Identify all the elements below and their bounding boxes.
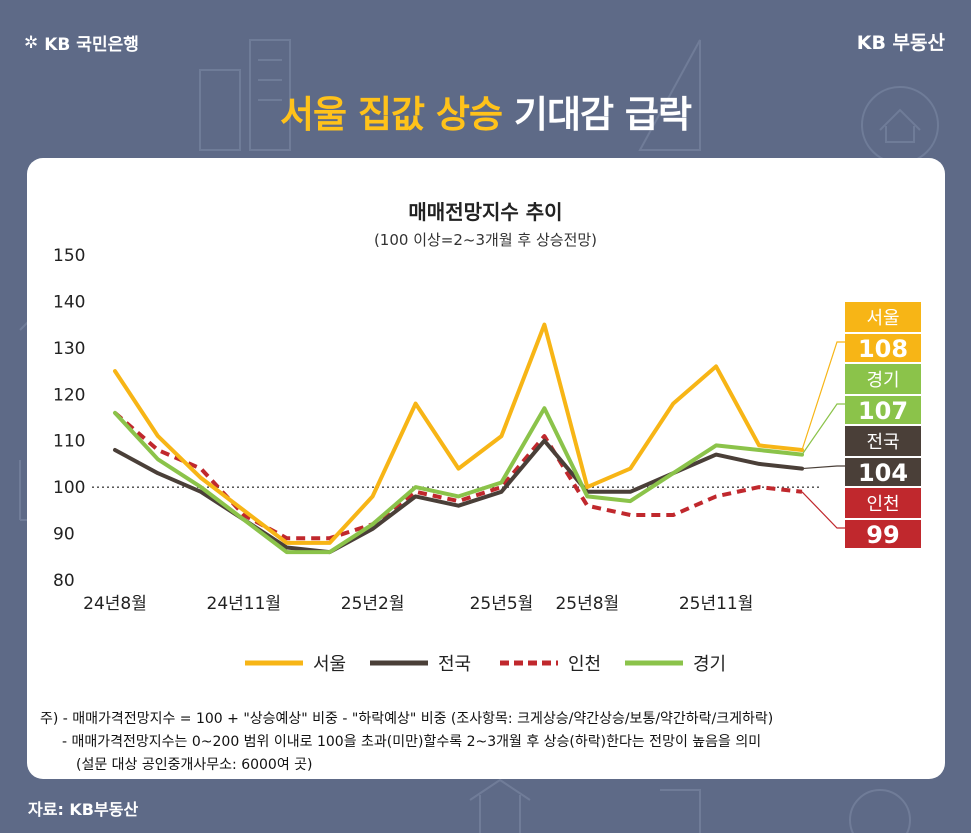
connector-전국 [801,465,845,470]
x-tick-label: 25년11월 [679,594,754,614]
legend-label: 경기 [693,654,726,675]
y-tick-label: 110 [53,432,85,452]
series-line-인천 [113,411,803,541]
y-tick-label: 140 [53,292,85,312]
y-tick-label: 120 [53,385,85,405]
end-box-name-bg-전국 [845,426,921,456]
star-icon: ✲ [24,32,39,53]
kb-realestate-brand: KB 부동산 [856,32,945,54]
end-box-value: 104 [858,459,908,487]
y-tick-label: 150 [53,246,85,266]
end-box-value-bg-경기 [845,396,921,424]
end-box-name-bg-인천 [845,488,921,518]
connector-경기 [801,403,845,455]
legend-label: 서울 [313,654,346,675]
kb-bank-logo: ✲ KB 국민은행 [24,30,139,56]
end-box-value-bg-서울 [845,334,921,362]
end-box-name: 서울 [866,308,899,329]
end-box-name: 전국 [866,432,899,453]
footnote: 주) - 매매가격전망지수 = 100 + "상승예상" 비중 - "하락예상"… [40,708,773,777]
end-box-name: 인천 [866,494,899,515]
chart-title: 매매전망지수 추이 [408,200,563,224]
y-tick-label: 90 [53,525,75,545]
series-line-경기 [113,406,804,555]
footnote-line-2: - 매매가격전망지수는 0~200 범위 이내로 100을 초과(미만)할수록 … [62,734,762,750]
y-tick-label: 80 [53,571,75,591]
kb-bank-name: KB 국민은행 [44,35,139,55]
footnote-line-3: (설문 대상 공인중개사무소: 6000여 곳) [76,757,313,773]
connector-인천 [801,491,845,529]
end-box-name-bg-경기 [845,364,921,394]
headline-highlight: 서울 집값 상승 [280,93,503,136]
legend-label: 인천 [568,654,601,675]
x-tick-label: 25년5월 [470,594,534,614]
end-box-value-bg-전국 [845,458,921,486]
end-box-name: 경기 [866,370,899,391]
end-box-value: 108 [858,335,908,363]
x-tick-label: 25년2월 [341,594,405,614]
x-tick-label: 25년8월 [555,594,619,614]
connector-서울 [801,341,845,451]
y-tick-label: 130 [53,339,85,359]
end-box-value: 99 [866,521,899,549]
headline-rest: 기대감 급락 [513,93,692,136]
source-credit: 자료: KB부동산 [28,800,139,819]
chart-subtitle: (100 이상=2~3개월 후 상승전망) [373,231,598,249]
end-box-value: 107 [858,397,908,425]
y-tick-label: 100 [53,478,85,498]
x-tick-label: 24년11월 [207,594,282,614]
end-box-value-bg-인천 [845,520,921,548]
page-title: 서울 집값 상승 기대감 급락 [0,84,971,138]
legend-label: 전국 [438,654,471,675]
footnote-line-1: 주) - 매매가격전망지수 = 100 + "상승예상" 비중 - "하락예상"… [40,711,774,727]
x-tick-label: 24년8월 [83,594,147,614]
series-line-서울 [113,322,804,545]
end-box-name-bg-서울 [845,302,921,332]
